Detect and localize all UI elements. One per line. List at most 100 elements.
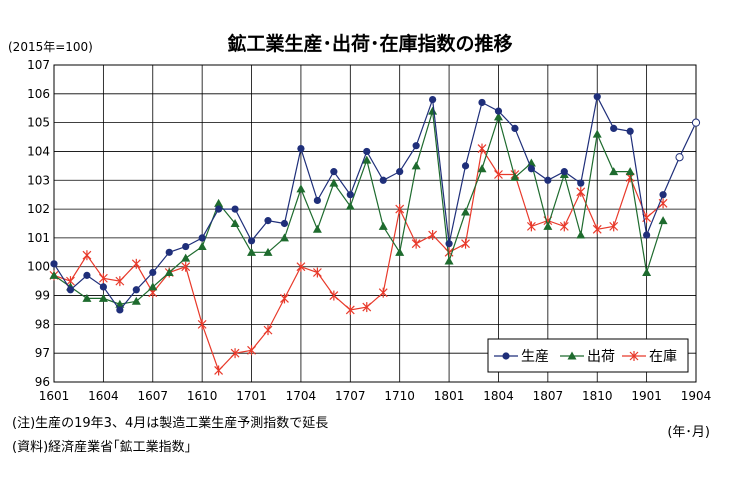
data-point: [560, 168, 568, 176]
y-tick-label: 106: [27, 87, 50, 101]
data-point: [165, 248, 173, 256]
data-point: [379, 176, 387, 184]
grid: [54, 65, 696, 382]
x-tick-label: 1904: [681, 389, 712, 403]
data-point: [132, 286, 140, 294]
data-point: [576, 230, 586, 239]
x-axis-label: (年･月): [667, 425, 710, 440]
series-circle: [50, 93, 667, 314]
data-point: [592, 129, 602, 138]
legend: 生産 出荷 在庫: [487, 338, 689, 373]
data-point: [395, 247, 405, 256]
data-point: [296, 261, 306, 272]
x-tick-label: 1601: [39, 389, 70, 403]
legend-production-label: 生産: [521, 349, 549, 365]
data-point: [510, 172, 520, 181]
data-point: [395, 204, 405, 215]
x-tick-label: 1607: [137, 389, 168, 403]
data-point: [577, 179, 585, 187]
data-point: [149, 268, 157, 277]
data-point: [428, 230, 438, 241]
series-triangle: [49, 106, 668, 308]
data-point: [197, 319, 207, 330]
x-tick-label: 1804: [483, 389, 514, 403]
data-point: [297, 144, 305, 153]
chart-title: 鉱工業生産･出荷･在庫指数の推移: [227, 32, 512, 55]
x-tick-label: 1810: [582, 389, 613, 403]
legend-shipments-label: 出荷: [587, 349, 615, 365]
data-point: [131, 258, 141, 269]
y-axis: 96 97 98 99 100 101 102 103 104 105 106 107: [27, 58, 50, 389]
x-tick-label: 1901: [631, 389, 662, 403]
data-point: [346, 191, 354, 199]
data-point: [214, 365, 224, 376]
data-point: [82, 250, 92, 261]
data-point: [461, 207, 471, 216]
data-point: [477, 143, 487, 154]
data-point: [543, 221, 553, 230]
data-point: [576, 186, 586, 197]
data-point: [658, 198, 668, 209]
data-point: [559, 221, 569, 232]
y-tick-label: 98: [35, 317, 50, 331]
unit-label: (2015年=100): [8, 40, 93, 54]
data-point: [66, 286, 75, 294]
data-point: [50, 260, 58, 268]
data-point: [312, 267, 322, 278]
data-point: [610, 124, 618, 132]
data-point: [428, 106, 438, 115]
data-point: [247, 237, 256, 245]
x-tick-label: 1604: [88, 389, 119, 403]
data-point: [116, 306, 124, 314]
data-point: [362, 302, 372, 313]
x-tick-label: 1704: [286, 389, 317, 403]
data-point: [280, 293, 289, 304]
data-point: [494, 169, 503, 180]
y-tick-label: 105: [27, 116, 50, 130]
data-point: [330, 168, 338, 176]
data-point: [412, 142, 420, 150]
legend-shipments-marker: [567, 351, 577, 360]
data-point: [411, 161, 421, 170]
data-point: [625, 167, 635, 176]
data-point: [329, 290, 339, 301]
data-point: [592, 224, 602, 235]
x-tick-label: 1701: [236, 389, 267, 403]
data-point: [494, 107, 503, 115]
x-tick-label: 1807: [533, 389, 564, 403]
data-point: [461, 162, 470, 170]
data-point: [181, 253, 191, 262]
data-point: [214, 198, 224, 207]
data-point: [643, 231, 651, 239]
data-point: [247, 345, 256, 356]
y-tick-label: 101: [27, 231, 50, 245]
data-point: [280, 219, 289, 228]
y-tick-label: 99: [35, 289, 50, 303]
y-tick-label: 104: [27, 144, 50, 158]
data-point: [83, 271, 91, 279]
data-point: [279, 233, 289, 242]
data-point: [363, 147, 371, 156]
data-point: [131, 296, 141, 305]
data-point: [461, 238, 470, 249]
legend-box: [487, 338, 689, 373]
data-point: [477, 164, 487, 173]
legend-inventory-marker: [629, 351, 639, 361]
y-tick-label: 96: [35, 375, 50, 389]
data-point: [164, 267, 174, 276]
y-tick-label: 107: [27, 58, 50, 72]
series-line: [53, 110, 664, 305]
data-point: [197, 242, 207, 251]
data-point: [609, 221, 619, 232]
data-point: [49, 270, 59, 279]
data-point: [230, 219, 240, 227]
data-point: [329, 178, 339, 187]
data-point: [511, 124, 519, 132]
data-point: [642, 267, 652, 276]
data-point: [396, 168, 404, 176]
y-tick-label: 102: [27, 202, 50, 216]
y-tick-label: 97: [35, 346, 50, 360]
series-layer: [49, 93, 701, 376]
